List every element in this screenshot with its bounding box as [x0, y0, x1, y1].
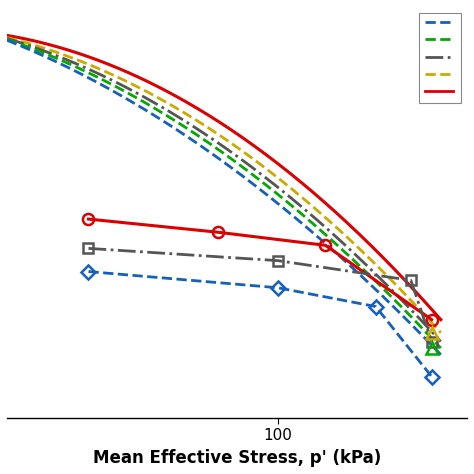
Legend: , , , , : , , , ,	[419, 12, 462, 102]
X-axis label: Mean Effective Stress, p' (kPa): Mean Effective Stress, p' (kPa)	[93, 449, 381, 467]
